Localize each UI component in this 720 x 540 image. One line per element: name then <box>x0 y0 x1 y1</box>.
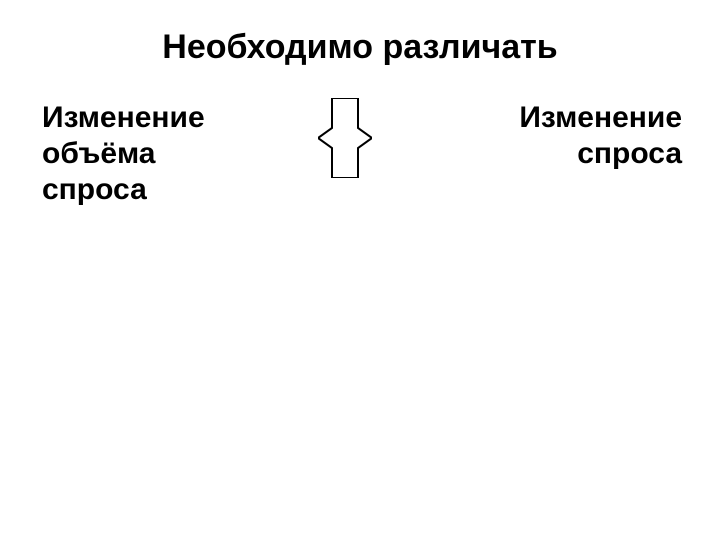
left-label: Изменение объёма спроса <box>42 100 205 208</box>
left-label-line3: спроса <box>42 173 147 206</box>
right-label: Изменение спроса <box>519 100 682 172</box>
right-label-line2: спроса <box>577 137 682 170</box>
right-label-line1: Изменение <box>519 101 682 134</box>
page-title: Необходимо различать <box>0 28 720 67</box>
left-label-line1: Изменение <box>42 101 205 134</box>
divider-icon <box>318 98 372 183</box>
left-label-line2: объёма <box>42 137 156 170</box>
